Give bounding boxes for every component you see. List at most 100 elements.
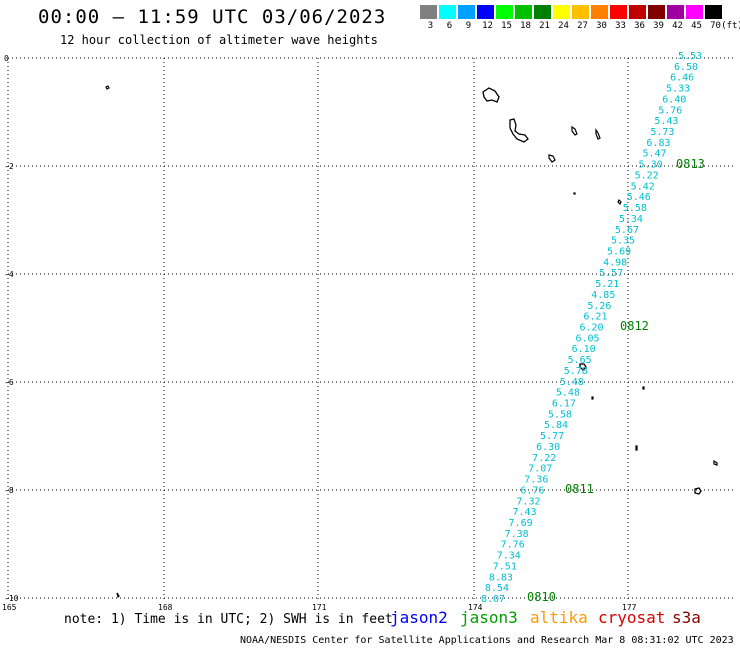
footer-credit: NOAA/NESDIS Center for Satellite Applica… bbox=[240, 635, 734, 646]
satellite-label: cryosat bbox=[598, 608, 666, 627]
swh-value: 5.47 bbox=[642, 149, 666, 160]
lat-tick-label: -6 bbox=[4, 378, 14, 387]
legend-swatch bbox=[420, 5, 437, 19]
swh-value: 7.34 bbox=[497, 551, 521, 562]
lat-tick-label: -8 bbox=[4, 486, 14, 495]
swh-value: 4.98 bbox=[603, 257, 627, 268]
swh-value: 5.30 bbox=[639, 160, 663, 171]
legend-swatch bbox=[477, 5, 494, 19]
island bbox=[105, 85, 110, 90]
lon-tick-label: 165 bbox=[2, 603, 17, 612]
swh-value: 5.77 bbox=[540, 431, 564, 442]
island bbox=[642, 386, 645, 390]
lon-tick-label: 168 bbox=[158, 603, 173, 612]
legend-label: 24 bbox=[558, 21, 569, 31]
swh-value: 5.35 bbox=[611, 236, 635, 247]
satellite-label: s3a bbox=[672, 608, 701, 627]
swh-value: 5.43 bbox=[654, 116, 678, 127]
legend-swatch bbox=[572, 5, 589, 19]
island bbox=[482, 87, 500, 103]
swh-value: 5.76 bbox=[658, 105, 682, 116]
legend-label: 70 bbox=[710, 21, 721, 31]
swh-value: 6.83 bbox=[646, 138, 670, 149]
swh-value: 5.34 bbox=[619, 214, 643, 225]
swh-value: 7.36 bbox=[524, 475, 548, 486]
legend-swatch bbox=[667, 5, 684, 19]
swh-value: 6.21 bbox=[583, 312, 607, 323]
time-label: 0813 bbox=[676, 157, 705, 171]
swh-value: 5.21 bbox=[595, 279, 619, 290]
island bbox=[595, 128, 601, 140]
island bbox=[548, 154, 556, 163]
swh-value: 5.42 bbox=[631, 181, 655, 192]
swh-value: 5.57 bbox=[599, 268, 623, 279]
legend-swatch bbox=[553, 5, 570, 19]
swh-value: 6.05 bbox=[576, 333, 600, 344]
legend-label: 45 bbox=[691, 21, 702, 31]
legend-swatch bbox=[496, 5, 513, 19]
island bbox=[713, 459, 718, 466]
map-subtitle: 12 hour collection of altimeter wave hei… bbox=[60, 33, 378, 47]
legend-label: 27 bbox=[577, 21, 588, 31]
legend-label: 21 bbox=[539, 21, 550, 31]
swh-value: 6.40 bbox=[662, 94, 686, 105]
satellite-label: jason2 bbox=[390, 608, 448, 627]
swh-value: 5.22 bbox=[635, 170, 659, 181]
satellite-label: jason3 bbox=[460, 608, 518, 627]
swh-value: 7.22 bbox=[532, 453, 556, 464]
time-label: 0810 bbox=[527, 590, 556, 604]
swh-value: 5.84 bbox=[544, 420, 568, 431]
island bbox=[116, 592, 120, 599]
swh-value: 6.30 bbox=[536, 442, 560, 453]
legend-label: 18 bbox=[520, 21, 531, 31]
island bbox=[694, 487, 702, 495]
island bbox=[635, 445, 638, 451]
legend-swatch bbox=[705, 5, 722, 19]
swh-value: 7.51 bbox=[493, 561, 517, 572]
island bbox=[573, 192, 576, 195]
footer-note: note: 1) Time is in UTC; 2) SWH is in fe… bbox=[64, 612, 393, 627]
map-title: 00:00 – 11:59 UTC 03/06/2023 bbox=[38, 6, 387, 28]
legend-label: 33 bbox=[615, 21, 626, 31]
time-labels: 0813 0812 0811 0810 bbox=[527, 157, 705, 604]
lat-tick-label: -4 bbox=[4, 270, 14, 279]
swh-value: 7.69 bbox=[509, 518, 533, 529]
swh-value: 6.20 bbox=[579, 323, 603, 334]
swh-value: 6.50 bbox=[674, 62, 698, 73]
legend-swatch bbox=[591, 5, 608, 19]
lon-tick-label: 171 bbox=[312, 603, 327, 612]
swh-value: 5.48 bbox=[556, 388, 580, 399]
lat-tick-label: -2 bbox=[4, 162, 14, 171]
legend-swatch bbox=[610, 5, 627, 19]
swh-value: 7.07 bbox=[528, 464, 552, 475]
swh-track: 5.536.506.465.336.405.765.435.736.835.47… bbox=[481, 51, 702, 605]
swh-value: 5.78 bbox=[564, 366, 588, 377]
legend-label: 15 bbox=[501, 21, 512, 31]
time-label: 0811 bbox=[565, 482, 594, 496]
legend-unit: (ft) bbox=[721, 21, 740, 31]
swh-value: 7.38 bbox=[505, 529, 529, 540]
swh-value: 5.65 bbox=[568, 355, 592, 366]
swh-value: 7.76 bbox=[501, 540, 525, 551]
legend-label: 30 bbox=[596, 21, 607, 31]
lon-tick-label: 174 bbox=[468, 603, 483, 612]
island bbox=[571, 125, 578, 136]
legend-label: 39 bbox=[653, 21, 664, 31]
legend-swatch bbox=[648, 5, 665, 19]
swh-value: 4.85 bbox=[591, 290, 615, 301]
island bbox=[591, 396, 594, 400]
legend-swatch bbox=[686, 5, 703, 19]
legend-label: 9 bbox=[465, 21, 472, 31]
swh-value: 5.53 bbox=[678, 51, 702, 62]
legend-swatch bbox=[458, 5, 475, 19]
legend-label: 12 bbox=[482, 21, 493, 31]
swh-value: 7.43 bbox=[512, 507, 536, 518]
island-outlines bbox=[105, 85, 718, 599]
swh-value: 8.54 bbox=[485, 583, 509, 594]
swh-value: 5.67 bbox=[615, 225, 639, 236]
swh-value: 8.07 bbox=[481, 594, 505, 605]
swh-value: 8.83 bbox=[489, 572, 513, 583]
